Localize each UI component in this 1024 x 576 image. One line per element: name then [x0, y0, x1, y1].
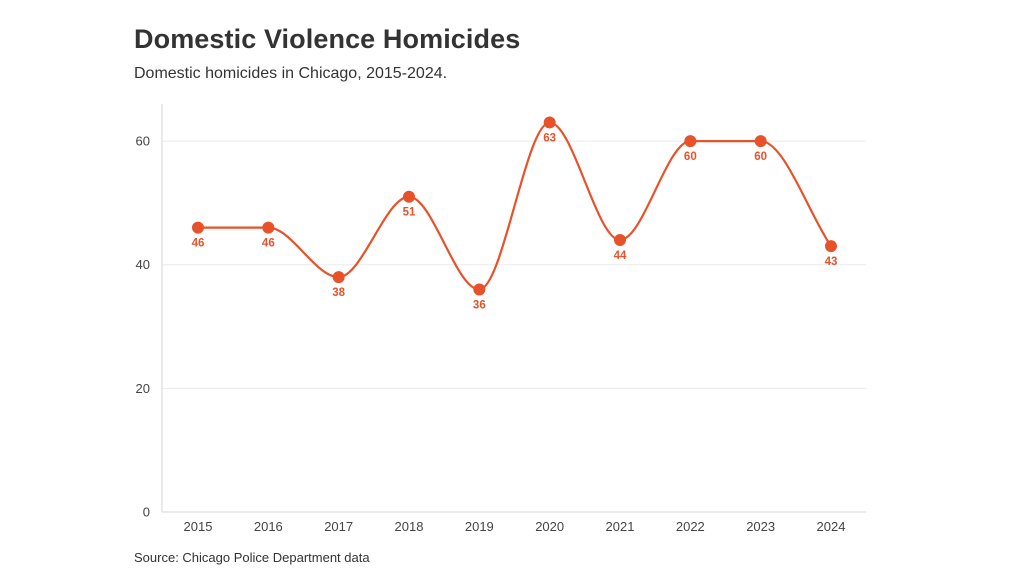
y-tick-label: 40: [136, 257, 150, 272]
data-label: 46: [192, 238, 205, 250]
data-point: [825, 240, 837, 253]
x-tick-label: 2016: [254, 519, 283, 534]
data-label: 63: [543, 133, 556, 145]
x-tick-label: 2020: [535, 519, 564, 534]
data-label: 38: [332, 287, 345, 299]
data-label: 36: [473, 299, 486, 311]
source-note: Source: Chicago Police Department data: [134, 550, 370, 565]
data-label: 60: [684, 151, 697, 163]
y-tick-label: 60: [136, 134, 150, 149]
x-tick-label: 2015: [184, 519, 213, 534]
data-label: 43: [825, 256, 838, 268]
data-label: 51: [403, 207, 416, 219]
y-tick-label: 20: [136, 381, 150, 396]
data-point: [332, 271, 345, 284]
y-tick-label: 0: [143, 505, 150, 520]
series-line-group: [196, 121, 833, 291]
data-points: [192, 116, 837, 296]
data-point: [543, 116, 556, 129]
x-tick-label: 2023: [746, 519, 775, 534]
data-label: 60: [754, 151, 767, 163]
data-point: [403, 190, 415, 203]
x-tick-label: 2024: [817, 519, 846, 534]
data-point: [192, 221, 204, 234]
chart-title: Domestic Violence Homicides: [134, 24, 521, 54]
series-line: [196, 121, 833, 291]
data-point: [473, 283, 486, 296]
data-point: [262, 221, 275, 234]
data-label: 44: [614, 250, 627, 262]
data-labels: 46 46 38 51 36 63 44 60 60 43: [192, 133, 838, 312]
axes: 0 20 40 60 2015 2016 2017 2018 2019 2020 2021 2022 2…: [136, 104, 846, 534]
chart-subtitle: Domestic homicides in Chicago, 2015-2024…: [134, 65, 448, 82]
x-tick-label: 2017: [324, 519, 353, 534]
x-tick-label: 2021: [606, 519, 635, 534]
data-point: [614, 234, 626, 246]
x-tick-label: 2019: [465, 519, 494, 534]
data-point: [754, 135, 767, 148]
data-point: [684, 135, 697, 148]
gridlines: [162, 140, 866, 513]
x-tick-label: 2018: [395, 519, 424, 534]
x-tick-label: 2022: [676, 519, 705, 534]
data-label: 46: [262, 238, 275, 250]
